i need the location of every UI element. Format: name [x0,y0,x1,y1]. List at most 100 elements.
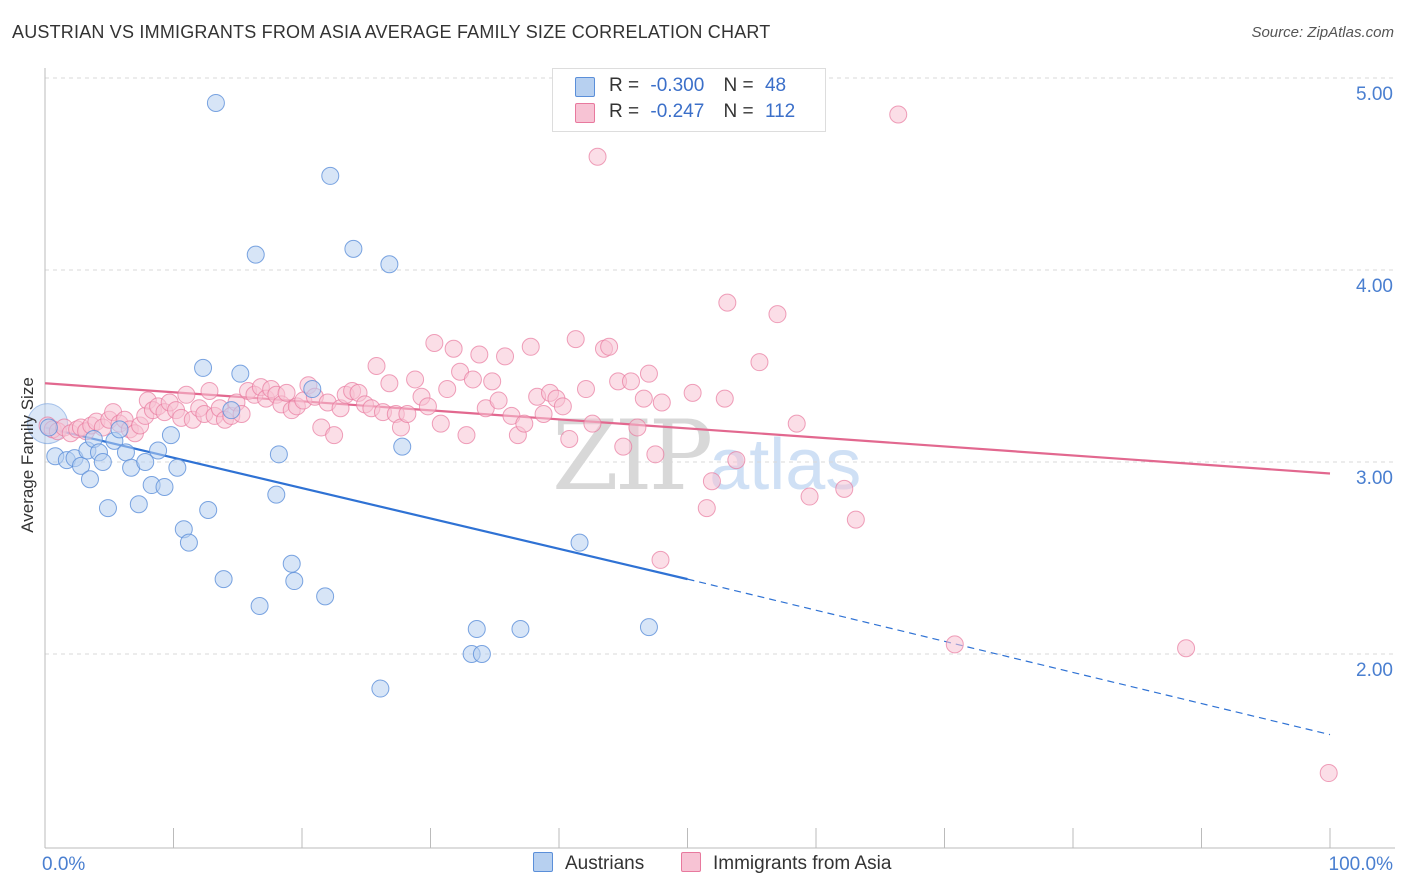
bottom-legend-asia: Immigrants from Asia [681,852,891,875]
austrian-point [250,597,269,615]
tick-labels: 2.00 3.00 4.00 5.00 0.0% 100.0% [42,84,1393,875]
asia-point [697,499,716,518]
chart-title: AUSTRIAN VS IMMIGRANTS FROM ASIA AVERAGE… [12,22,771,42]
austrian-point [316,587,335,606]
austrian-point [467,620,486,639]
austrian-point [303,380,322,399]
watermark-zip: ZIP [552,400,713,512]
asia-point [628,418,647,437]
asia-point [553,397,572,416]
austrian-point [285,572,304,591]
austrian-point [110,420,129,439]
austrian-point [269,445,288,464]
asia-point [200,381,219,400]
asia-point [177,385,196,404]
austrian-point [71,456,90,475]
asia-point [576,380,595,399]
asia-point [425,333,444,352]
legend-r-value: -0.300 [650,75,705,96]
asia-point [406,370,425,389]
austrian-point [393,437,412,456]
asia-point [438,380,457,399]
asia-point [515,414,534,433]
y-tick-label: 3.00 [1356,468,1393,489]
y-tick-label: 4.00 [1356,276,1393,297]
asia-point [444,339,463,358]
austrian-point [155,477,174,496]
asia-point [418,397,437,416]
asia-point [945,635,964,654]
asia-point [639,364,658,383]
bottom-legend-austrians: Austrians [533,852,644,875]
asia-point [800,487,819,506]
asia-point [534,405,553,423]
legend-r-value: -0.247 [650,101,705,122]
austrian-point [80,470,99,489]
asia-point [835,479,854,498]
asia-point [718,293,737,312]
asia-point [889,105,908,124]
asia-point [683,383,702,402]
austrian-point [511,620,530,639]
austrians-legend-label: Austrians [565,853,645,874]
austrian-point [570,533,589,552]
grid-lines [45,77,1395,655]
y-tick-label: 5.00 [1356,84,1393,105]
asia-point [431,414,450,433]
asia-point [457,426,476,445]
asia-point [634,389,653,408]
asia-point [325,426,344,445]
asia-point [646,445,665,464]
y-tick-label: 2.00 [1356,660,1393,681]
asia-point [277,383,296,402]
x-tick-label: 0.0% [42,854,85,875]
trend-lines [44,382,1331,736]
austrians-trend-extension [687,578,1331,736]
asia-point [651,550,670,569]
asia-swatch [575,103,595,123]
asia-point [463,370,482,389]
legend-r-label: R = [609,101,640,122]
austrian-point [149,441,168,460]
asia-point [652,393,671,412]
austrians-swatch [575,77,595,97]
asia-point [560,429,579,448]
legend-n-value: 48 [764,75,787,96]
asia-point [566,330,585,349]
asia-point [727,451,746,470]
axes [44,68,1395,849]
austrian-point [129,495,148,514]
austrian-point [267,485,286,504]
asia-point [367,357,386,375]
austrian-point [344,239,363,258]
y-axis-label: Average Family Size [18,377,37,533]
austrian-point [161,426,180,445]
austrian-point [246,245,265,264]
austrian-point [179,533,198,552]
asia-point [380,374,399,393]
austrian-point [380,255,399,274]
asia-point [787,414,806,433]
asia-point [483,372,502,391]
austrian-point [282,554,301,573]
stats-legend: R = -0.300 N = 48 R = -0.247 N = 112 [552,68,826,132]
austrian-point [116,443,135,462]
austrian-point [371,679,390,698]
asia-point [588,147,607,166]
austrian-point [639,618,658,637]
austrian-point [93,453,112,471]
austrian-point [231,364,250,383]
legend-r-label: R = [609,75,640,96]
austrian-point [98,499,117,518]
austrian-point [39,418,58,437]
austrian-point [222,401,241,420]
asia-point [1319,764,1338,783]
asia-point [496,347,515,366]
asia-point [768,305,787,324]
austrian-point [214,570,233,589]
austrian-point [194,358,213,377]
asia-point [846,510,865,529]
asia-point [702,472,721,491]
austrian-point [472,645,491,663]
asia-legend-swatch [681,852,701,872]
